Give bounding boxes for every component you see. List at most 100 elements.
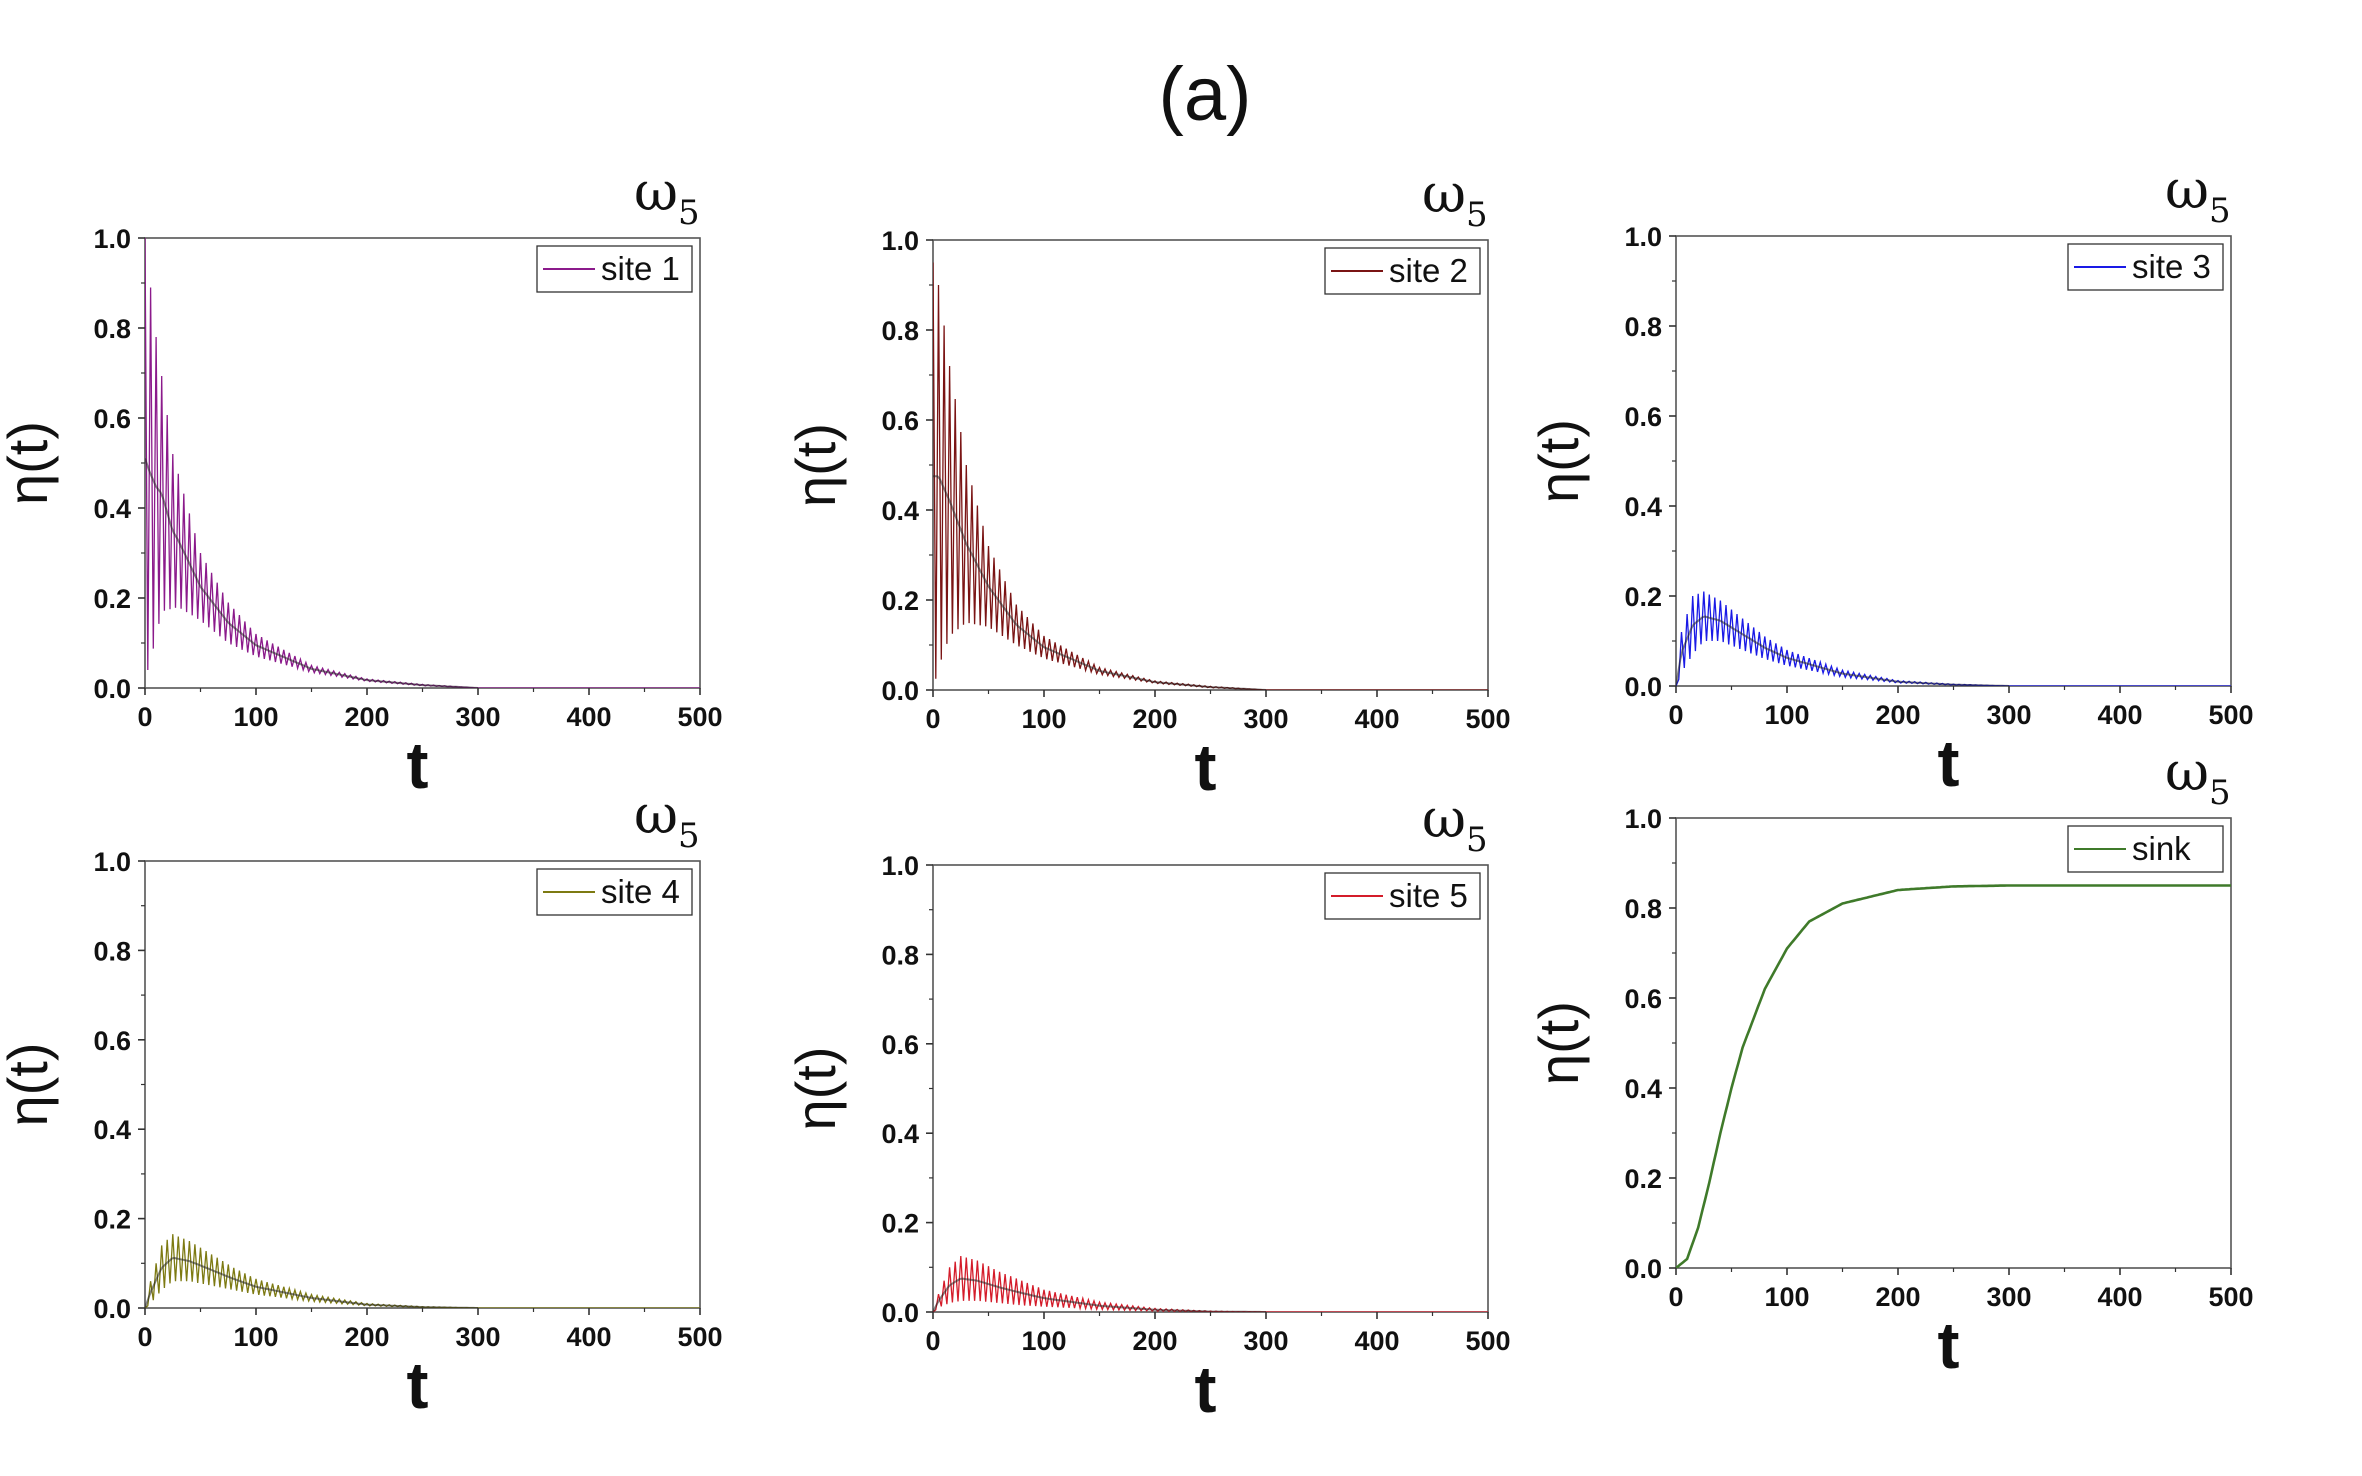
y-tick-label: 0.2 — [93, 1205, 131, 1235]
y-tick-label: 0.0 — [93, 674, 131, 704]
y-tick-label: 0.4 — [1624, 1074, 1662, 1104]
x-tick-label: 500 — [2208, 700, 2253, 730]
legend-label: site 2 — [1389, 252, 1468, 289]
y-tick-label: 0.0 — [881, 676, 919, 706]
plot-frame — [932, 239, 1489, 691]
y-tick-label: 0.6 — [881, 406, 919, 436]
series-line-mean — [145, 458, 479, 688]
x-tick-label: 200 — [344, 702, 389, 732]
y-tick-label: 0.6 — [881, 1030, 919, 1060]
y-tick-label: 0.6 — [93, 404, 131, 434]
x-axis-label: t — [1938, 726, 1960, 800]
panel-label-subscript: 5 — [678, 816, 700, 856]
x-tick-label: 100 — [233, 1322, 278, 1352]
x-tick-label: 100 — [1764, 1282, 1809, 1312]
y-tick-label: 0.2 — [881, 1209, 919, 1239]
y-tick-label: 0.4 — [881, 496, 919, 526]
y-tick-label: 0.2 — [1624, 582, 1662, 612]
data-layer — [1676, 884, 2231, 1268]
chart-panel-5: 0.0 0.2 0.4 0.6 0.8 1.0 0 100 200 300 400 500 t η(t) ω… — [784, 787, 1511, 1426]
y-axis-label: η(t) — [1527, 419, 1590, 503]
data-layer — [145, 238, 700, 688]
chart-panel-6: 0.0 0.2 0.4 0.6 0.8 1.0 0 100 200 300 400 500 t η(t) ω… — [1527, 740, 2254, 1382]
y-tick-label: 0.4 — [93, 1115, 131, 1145]
chart-panel-2: 0.0 0.2 0.4 0.6 0.8 1.0 0 100 200 300 400 500 t η(t) ω… — [784, 162, 1511, 804]
y-tick-label: 0.2 — [881, 586, 919, 616]
y-axis-label: η(t) — [0, 421, 59, 505]
x-tick-label: 400 — [566, 702, 611, 732]
series-line-oscillation — [145, 1234, 700, 1308]
x-tick-label: 300 — [1243, 1326, 1288, 1356]
y-tick-label: 1.0 — [1624, 222, 1662, 252]
x-axis-label: t — [1938, 1308, 1960, 1382]
y-tick-label: 0.8 — [1624, 894, 1662, 924]
data-layer — [1676, 591, 2231, 686]
y-tick-label: 0.6 — [1624, 984, 1662, 1014]
x-axis-label: t — [1195, 730, 1217, 804]
y-tick-label: 0.8 — [881, 940, 919, 970]
x-tick-label: 400 — [2097, 1282, 2142, 1312]
x-tick-label: 100 — [1021, 1326, 1066, 1356]
panel-label-subscript: 5 — [678, 193, 700, 233]
panel-label-omega: ω5 — [634, 160, 700, 233]
x-tick-label: 500 — [2208, 1282, 2253, 1312]
legend-label: site 4 — [601, 873, 680, 910]
x-tick-label: 400 — [1354, 704, 1399, 734]
series-line-oscillation — [145, 238, 700, 688]
y-axis-label: η(t) — [784, 1047, 847, 1131]
y-tick-label: 0.6 — [93, 1026, 131, 1056]
x-tick-label: 300 — [455, 702, 500, 732]
y-tick-label: 0.4 — [93, 494, 131, 524]
y-tick-label: 0.0 — [1624, 1254, 1662, 1284]
y-tick-label: 1.0 — [93, 224, 131, 254]
series-line — [1676, 884, 2231, 1268]
x-tick-label: 0 — [925, 1326, 940, 1356]
panel-label-subscript: 5 — [2209, 773, 2231, 813]
x-tick-label: 400 — [1354, 1326, 1399, 1356]
x-tick-label: 300 — [455, 1322, 500, 1352]
y-tick-label: 0.2 — [93, 584, 131, 614]
y-tick-label: 1.0 — [1624, 804, 1662, 834]
panel-label-omega: ω5 — [1422, 162, 1488, 235]
panel-label-omega: ω5 — [1422, 787, 1488, 860]
legend-label: sink — [2132, 830, 2191, 867]
series-line-oscillation — [933, 262, 1488, 690]
series-line-mean — [1676, 615, 2010, 686]
x-tick-label: 300 — [1986, 1282, 2031, 1312]
x-tick-label: 500 — [677, 702, 722, 732]
legend-label: site 3 — [2132, 248, 2211, 285]
panel-label-subscript: 5 — [2209, 191, 2231, 231]
x-tick-label: 200 — [1875, 1282, 1920, 1312]
x-tick-label: 500 — [677, 1322, 722, 1352]
y-tick-label: 0.0 — [1624, 672, 1662, 702]
plot-frame — [932, 864, 1489, 1313]
y-tick-label: 0.2 — [1624, 1164, 1662, 1194]
y-tick-label: 0.4 — [1624, 492, 1662, 522]
y-tick-label: 0.4 — [881, 1119, 919, 1149]
chart-panel-1: 0.0 0.2 0.4 0.6 0.8 1.0 0 100 200 300 400 500 t η(t) ω… — [0, 160, 723, 802]
panel-label-omega: ω5 — [2165, 740, 2231, 813]
x-tick-label: 0 — [137, 702, 152, 732]
x-tick-label: 300 — [1243, 704, 1288, 734]
plot-frame — [144, 860, 701, 1309]
panel-label-omega: ω5 — [634, 783, 700, 856]
x-tick-label: 400 — [566, 1322, 611, 1352]
x-tick-label: 100 — [1021, 704, 1066, 734]
x-tick-label: 100 — [233, 702, 278, 732]
x-axis-label: t — [407, 728, 429, 802]
x-tick-label: 0 — [137, 1322, 152, 1352]
x-tick-label: 100 — [1764, 700, 1809, 730]
chart-panel-3: 0.0 0.2 0.4 0.6 0.8 1.0 0 100 200 300 400 500 t η(t) ω… — [1527, 158, 2254, 800]
y-tick-label: 0.0 — [881, 1298, 919, 1328]
x-axis-label: t — [1195, 1352, 1217, 1426]
chart-panel-4: 0.0 0.2 0.4 0.6 0.8 1.0 0 100 200 300 400 500 t η(t) ω… — [0, 783, 723, 1422]
y-tick-label: 0.8 — [93, 936, 131, 966]
legend-label: site 1 — [601, 250, 680, 287]
series-line-mean — [933, 1277, 1266, 1312]
x-tick-label: 200 — [1132, 704, 1177, 734]
x-tick-label: 400 — [2097, 700, 2142, 730]
y-tick-label: 1.0 — [881, 851, 919, 881]
plot-frame — [1675, 235, 2232, 687]
y-axis-label: η(t) — [784, 423, 847, 507]
